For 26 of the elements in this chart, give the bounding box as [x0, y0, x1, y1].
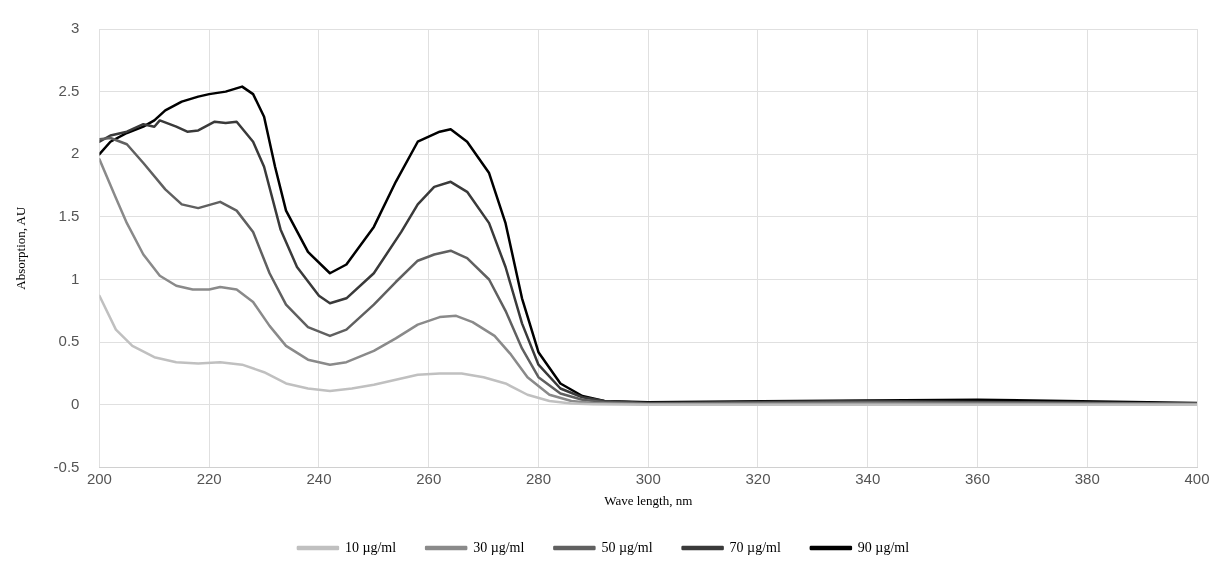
y-tick-label: 0.5	[58, 332, 80, 350]
x-tick-label: 380	[1074, 469, 1100, 487]
x-tick-label: 280	[525, 469, 551, 487]
x-axis-title: Wave length, nm	[604, 492, 693, 508]
legend-label: 90 µg/ml	[857, 539, 910, 555]
legend-label: 70 µg/ml	[729, 539, 781, 555]
y-tick-label: 1.5	[58, 207, 80, 225]
y-tick-label: 2.5	[58, 81, 80, 99]
x-tick-label: 260	[416, 469, 442, 487]
y-tick-label: 0	[71, 394, 80, 412]
legend-label: 30 µg/ml	[473, 539, 525, 555]
y-tick-label: 2	[71, 144, 80, 162]
x-tick-label: 360	[964, 469, 991, 487]
x-tick-label: 240	[306, 469, 332, 487]
x-tick-label: 220	[196, 469, 222, 487]
x-tick-label: 400	[1184, 469, 1210, 487]
x-tick-label: 200	[86, 469, 112, 487]
x-tick-label: 300	[635, 469, 661, 487]
legend-label: 50 µg/ml	[601, 539, 653, 555]
y-tick-label: 3	[71, 19, 80, 37]
legend-label: 10 µg/ml	[344, 539, 397, 555]
y-axis-title: Absorption, AU	[13, 206, 29, 290]
x-tick-label: 320	[745, 469, 771, 487]
y-tick-label: 1	[71, 269, 80, 287]
y-tick-label: -0.5	[53, 457, 80, 475]
x-tick-label: 340	[855, 469, 881, 487]
